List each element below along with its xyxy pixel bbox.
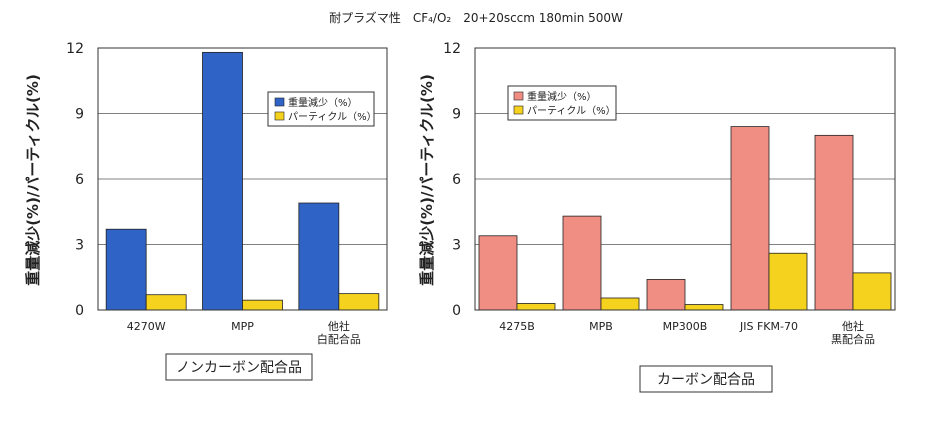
legend-label-weight-right: 重量減少（%） bbox=[527, 90, 597, 103]
x-tick-label-right-3-0: JIS FKM-70 bbox=[739, 320, 798, 333]
x-tick-label-left-0-0: 4270W bbox=[127, 320, 166, 333]
y-axis-label-right: 重量減少(%)/パーティクル(%) bbox=[418, 74, 436, 286]
x-tick-label-left-2-0: 他社 bbox=[328, 319, 350, 333]
bar-weight-loss-right-2 bbox=[646, 279, 686, 311]
caption-box-left bbox=[165, 353, 313, 381]
legend-label-particle-left: パーティクル（%） bbox=[288, 111, 377, 123]
legend-box-left bbox=[267, 91, 375, 127]
y-tick-label-right-2: 6 bbox=[452, 172, 461, 188]
legend-label-particle-right: パーティクル（%） bbox=[527, 105, 616, 117]
y-axis-label-left: 重量減少(%)/パーティクル(%) bbox=[24, 74, 42, 286]
x-tick-label-right-0-0: 4275B bbox=[499, 320, 535, 333]
caption-box-right bbox=[639, 365, 773, 393]
caption-right: カーボン配合品 bbox=[657, 372, 755, 388]
y-tick-label-right-3: 9 bbox=[452, 107, 461, 123]
bar-weight-loss-left-1 bbox=[202, 51, 243, 311]
legend-box-right bbox=[507, 85, 617, 121]
legend-right: 重量減少（%） パーティクル（%） bbox=[507, 85, 617, 121]
y-tick-label-left-0: 0 bbox=[75, 303, 84, 319]
y-tick-label-right-0: 0 bbox=[452, 303, 461, 319]
bar-particle-right-1 bbox=[600, 297, 640, 311]
bar-particle-left-0 bbox=[145, 294, 187, 311]
x-tick-label-right-2-0: MP300B bbox=[663, 320, 708, 333]
x-tick-label-left-1-0: MPP bbox=[231, 320, 254, 333]
bar-particle-right-0 bbox=[516, 303, 556, 311]
legend-swatch-particle-left bbox=[274, 111, 285, 121]
legend-swatch-particle-right bbox=[513, 105, 524, 115]
bar-particle-right-3 bbox=[768, 252, 808, 311]
bar-particle-left-2 bbox=[338, 293, 380, 311]
plot-frame-right bbox=[474, 47, 896, 311]
caption-left: ノンカーボン配合品 bbox=[176, 360, 302, 376]
bar-particle-right-4 bbox=[852, 272, 892, 311]
legend-left: 重量減少（%） パーティクル（%） bbox=[267, 91, 377, 127]
x-tick-label-right-1-0: MPB bbox=[589, 320, 613, 333]
bar-particle-left-1 bbox=[242, 299, 283, 311]
plot-frame-left bbox=[97, 47, 388, 311]
bar-weight-loss-right-1 bbox=[562, 215, 602, 311]
y-tick-label-left-3: 9 bbox=[75, 107, 84, 123]
legend-swatch-weight-left bbox=[274, 97, 285, 107]
bar-weight-loss-left-2 bbox=[298, 202, 340, 311]
chart-right: 重量減少(%)/パーティクル(%) 0 3 6 9 12 4275B MPB MP300B J… bbox=[418, 41, 896, 393]
figure-title: 耐プラズマ性 CF₄/O₂ 20+20sccm 180min 500W bbox=[329, 10, 623, 25]
y-tick-label-left-1: 3 bbox=[75, 238, 84, 254]
y-tick-label-right-4: 12 bbox=[443, 41, 461, 57]
legend-swatch-weight-right bbox=[513, 91, 524, 101]
bar-weight-loss-right-3 bbox=[730, 126, 770, 311]
legend-label-weight-left: 重量減少（%） bbox=[288, 96, 358, 109]
y-tick-label-left-4: 12 bbox=[66, 41, 84, 57]
bar-particle-right-2 bbox=[684, 304, 724, 311]
x-tick-label-right-4-1: 黒配合品 bbox=[831, 332, 875, 346]
y-tick-label-left-2: 6 bbox=[75, 172, 84, 188]
bar-weight-loss-right-0 bbox=[478, 235, 518, 311]
bar-weight-loss-left-0 bbox=[105, 228, 147, 311]
x-tick-label-left-2-1: 白配合品 bbox=[317, 332, 361, 346]
bar-weight-loss-right-4 bbox=[814, 134, 854, 311]
x-tick-label-right-4-0: 他社 bbox=[842, 319, 864, 333]
y-tick-label-right-1: 3 bbox=[452, 238, 461, 254]
